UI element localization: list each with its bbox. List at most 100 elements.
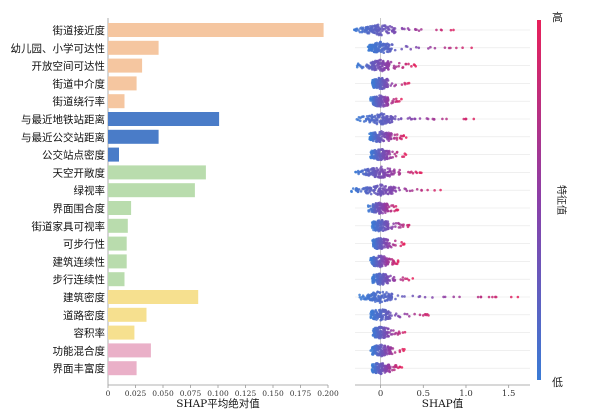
beeswarm-point [383, 364, 386, 368]
beeswarm-point [382, 192, 386, 195]
beeswarm-point [361, 294, 365, 297]
beeswarm-point [374, 85, 378, 88]
beeswarm-point [382, 79, 386, 82]
bar-category-label: 道路密度 [63, 309, 105, 322]
beeswarm-point [379, 175, 383, 178]
beeswarm-point [376, 104, 380, 107]
beeswarm-point [386, 42, 389, 45]
beeswarm-point [382, 67, 386, 71]
bar-x-tick-label: 0.025 [125, 389, 147, 398]
beeswarm-point [388, 352, 391, 356]
beeswarm-point [404, 62, 408, 66]
beeswarm-point [372, 316, 376, 319]
beeswarm-point [371, 28, 375, 32]
beeswarm-point [381, 327, 385, 330]
bar-category-label: 公交站点密度 [42, 149, 105, 162]
beeswarm-point [398, 315, 401, 318]
bar-x-tick-label: 0.050 [152, 389, 174, 398]
beeswarm-point [371, 98, 374, 102]
beeswarm-point [371, 95, 375, 99]
beeswarm-point [387, 369, 391, 373]
beeswarm-point [472, 117, 476, 121]
beeswarm-point [410, 65, 413, 68]
beeswarm-point [380, 295, 384, 298]
beeswarm-point [390, 204, 393, 207]
beeswarm-point [381, 211, 384, 215]
beeswarm-point [375, 32, 379, 36]
beeswarm-point [374, 245, 377, 248]
bar-category-label: 与最近地铁站距离 [21, 113, 105, 126]
beeswarm-point [394, 204, 398, 208]
bar-category-label: 街道接近度 [53, 24, 106, 37]
beeswarm-point [388, 298, 392, 302]
beeswarm-point [384, 369, 388, 372]
beeswarm-point [370, 210, 373, 213]
beeswarm-point [372, 274, 376, 277]
beeswarm-point [411, 277, 415, 280]
beeswarm-point [395, 138, 399, 141]
beeswarm-point [417, 295, 421, 299]
beeswarm-point [382, 282, 385, 285]
beeswarm-point [381, 330, 384, 334]
beeswarm-point [375, 50, 379, 54]
beeswarm-point [418, 313, 422, 317]
beeswarm-point [386, 188, 389, 192]
beeswarm-point [385, 45, 388, 48]
bar-category-label: 容积率 [74, 327, 106, 340]
beeswarm-point [423, 295, 427, 299]
beeswarm-point [372, 225, 376, 228]
beeswarm-point [384, 366, 387, 370]
beeswarm-point [379, 33, 383, 36]
beeswarm-point [376, 242, 380, 246]
bar [108, 58, 143, 73]
beeswarm-point [386, 299, 389, 302]
bar-category-label: 街道家具可视率 [32, 220, 106, 233]
colorbar: 高 低 特征值 [537, 10, 568, 389]
beeswarm-point [358, 119, 362, 123]
beeswarm-point [382, 62, 385, 66]
bar [108, 183, 195, 198]
beeswarm-point [369, 156, 373, 160]
beeswarm-point [386, 167, 390, 170]
beeswarm-point [400, 366, 404, 369]
beeswarm-point [384, 132, 387, 136]
beeswarm-point [390, 292, 394, 296]
bar-category-label: 天空开敞度 [53, 166, 106, 179]
beeswarm-point [364, 187, 367, 190]
beeswarm-point [433, 189, 436, 192]
bar [108, 129, 159, 144]
beeswarm-point [381, 351, 385, 354]
beeswarm-point [373, 368, 377, 371]
beeswarm-point [375, 334, 379, 338]
beeswarm-point [377, 47, 380, 51]
beeswarm-point [418, 117, 422, 120]
beeswarm-point [389, 346, 392, 350]
beeswarm-point [413, 27, 417, 31]
beeswarm-row [353, 23, 530, 37]
bar-category-label: 幼儿园、小学可达性 [11, 42, 106, 55]
beeswarm-point [379, 45, 382, 49]
beeswarm-point [405, 312, 409, 316]
beeswarm-point [373, 292, 377, 296]
beeswarm-point [399, 137, 402, 140]
beeswarm-point [375, 121, 379, 125]
beeswarm-point [373, 168, 376, 171]
beeswarm-point [361, 29, 364, 33]
beeswarm-point [509, 295, 513, 299]
beeswarm-point [377, 62, 380, 66]
beeswarm-point [381, 121, 384, 124]
beeswarm-point [407, 81, 411, 85]
beeswarm-x-tick-label: 0.5 [417, 389, 431, 399]
beeswarm-point [396, 366, 400, 370]
beeswarm-point [355, 187, 358, 190]
beeswarm-point [364, 173, 368, 177]
beeswarm-point [376, 365, 380, 369]
beeswarm-point [389, 274, 392, 278]
beeswarm-point [353, 28, 356, 31]
beeswarm-point [357, 188, 361, 191]
beeswarm-point [388, 313, 392, 317]
beeswarm-point [391, 116, 394, 119]
beeswarm-point [382, 208, 386, 211]
beeswarm-point [381, 187, 385, 190]
beeswarm-point [376, 222, 379, 226]
